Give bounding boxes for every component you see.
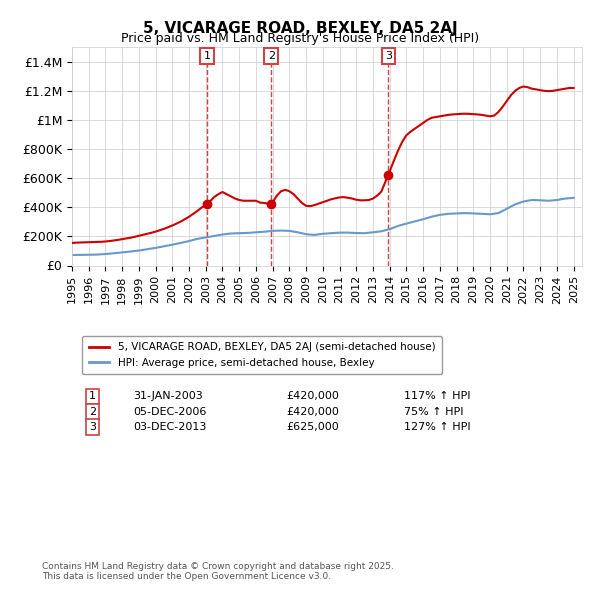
Text: Price paid vs. HM Land Registry's House Price Index (HPI): Price paid vs. HM Land Registry's House … <box>121 32 479 45</box>
Text: 75% ↑ HPI: 75% ↑ HPI <box>404 407 463 417</box>
Text: £420,000: £420,000 <box>286 407 339 417</box>
Text: 117% ↑ HPI: 117% ↑ HPI <box>404 392 470 401</box>
Text: 03-DEC-2013: 03-DEC-2013 <box>133 422 206 432</box>
Text: 5, VICARAGE ROAD, BEXLEY, DA5 2AJ: 5, VICARAGE ROAD, BEXLEY, DA5 2AJ <box>143 21 457 35</box>
Text: 31-JAN-2003: 31-JAN-2003 <box>133 392 203 401</box>
Text: 2: 2 <box>89 407 96 417</box>
Text: £625,000: £625,000 <box>286 422 339 432</box>
Text: 3: 3 <box>385 51 392 61</box>
Text: 1: 1 <box>203 51 211 61</box>
Legend: 5, VICARAGE ROAD, BEXLEY, DA5 2AJ (semi-detached house), HPI: Average price, sem: 5, VICARAGE ROAD, BEXLEY, DA5 2AJ (semi-… <box>82 336 442 374</box>
Text: 05-DEC-2006: 05-DEC-2006 <box>133 407 206 417</box>
Text: 127% ↑ HPI: 127% ↑ HPI <box>404 422 470 432</box>
Text: 1: 1 <box>89 392 96 401</box>
Text: 2: 2 <box>268 51 275 61</box>
Text: 3: 3 <box>89 422 96 432</box>
Text: Contains HM Land Registry data © Crown copyright and database right 2025.
This d: Contains HM Land Registry data © Crown c… <box>42 562 394 581</box>
Text: £420,000: £420,000 <box>286 392 339 401</box>
